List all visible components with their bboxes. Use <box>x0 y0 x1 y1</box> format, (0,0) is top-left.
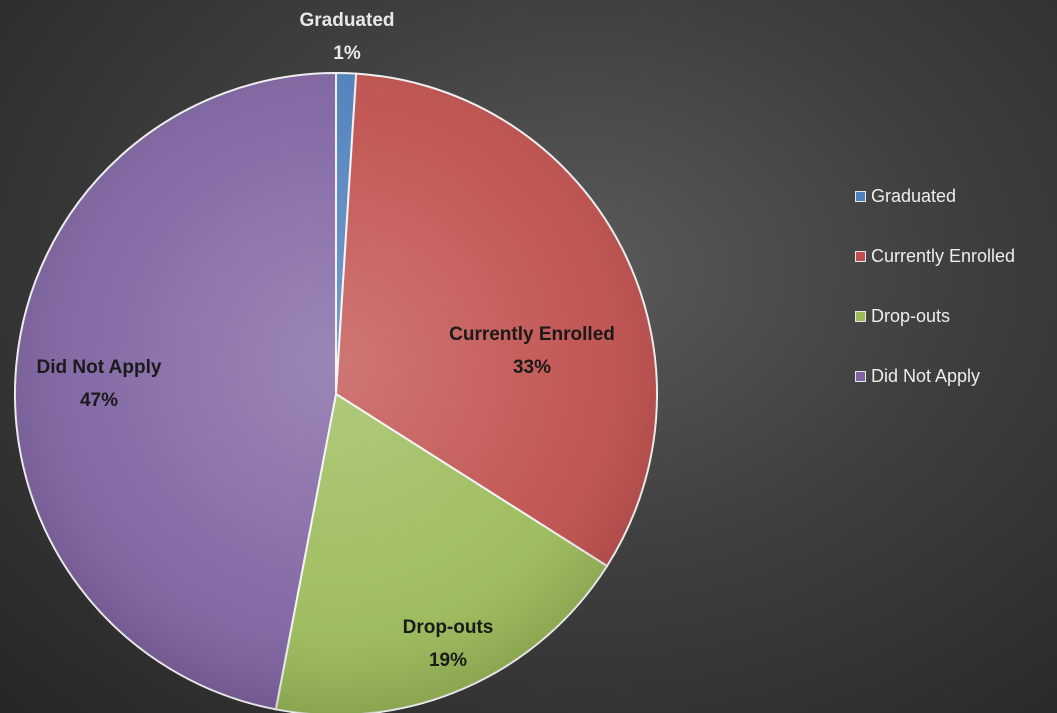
legend-item-did-not-apply: Did Not Apply <box>855 366 1015 386</box>
legend-swatch-graduated <box>855 190 866 202</box>
data-label-currently-enrolled: Currently Enrolled 33% <box>449 324 615 378</box>
legend-swatch-currently-enrolled <box>855 250 866 262</box>
legend-label-did-not-apply: Did Not Apply <box>871 365 981 386</box>
legend-swatch-drop-outs <box>855 310 866 322</box>
data-label-graduated: Graduated 1% <box>299 10 394 64</box>
legend-label-currently-enrolled: Currently Enrolled <box>871 245 1016 266</box>
legend-item-graduated: Graduated <box>855 186 1015 206</box>
pie-slice-did-not-apply <box>14 71 337 711</box>
data-label-drop-outs: Drop-outs 19% <box>403 617 494 671</box>
legend-item-drop-outs: Drop-outs <box>855 306 1015 326</box>
data-label-did-not-apply: Did Not Apply 47% <box>37 357 162 411</box>
legend-swatch-did-not-apply <box>855 370 866 382</box>
legend-item-currently-enrolled: Currently Enrolled <box>855 246 1015 266</box>
legend-label-drop-outs: Drop-outs <box>871 305 951 326</box>
legend-label-graduated: Graduated <box>871 185 957 206</box>
legend: Graduated Currently Enrolled Drop-outs D… <box>855 186 1015 426</box>
